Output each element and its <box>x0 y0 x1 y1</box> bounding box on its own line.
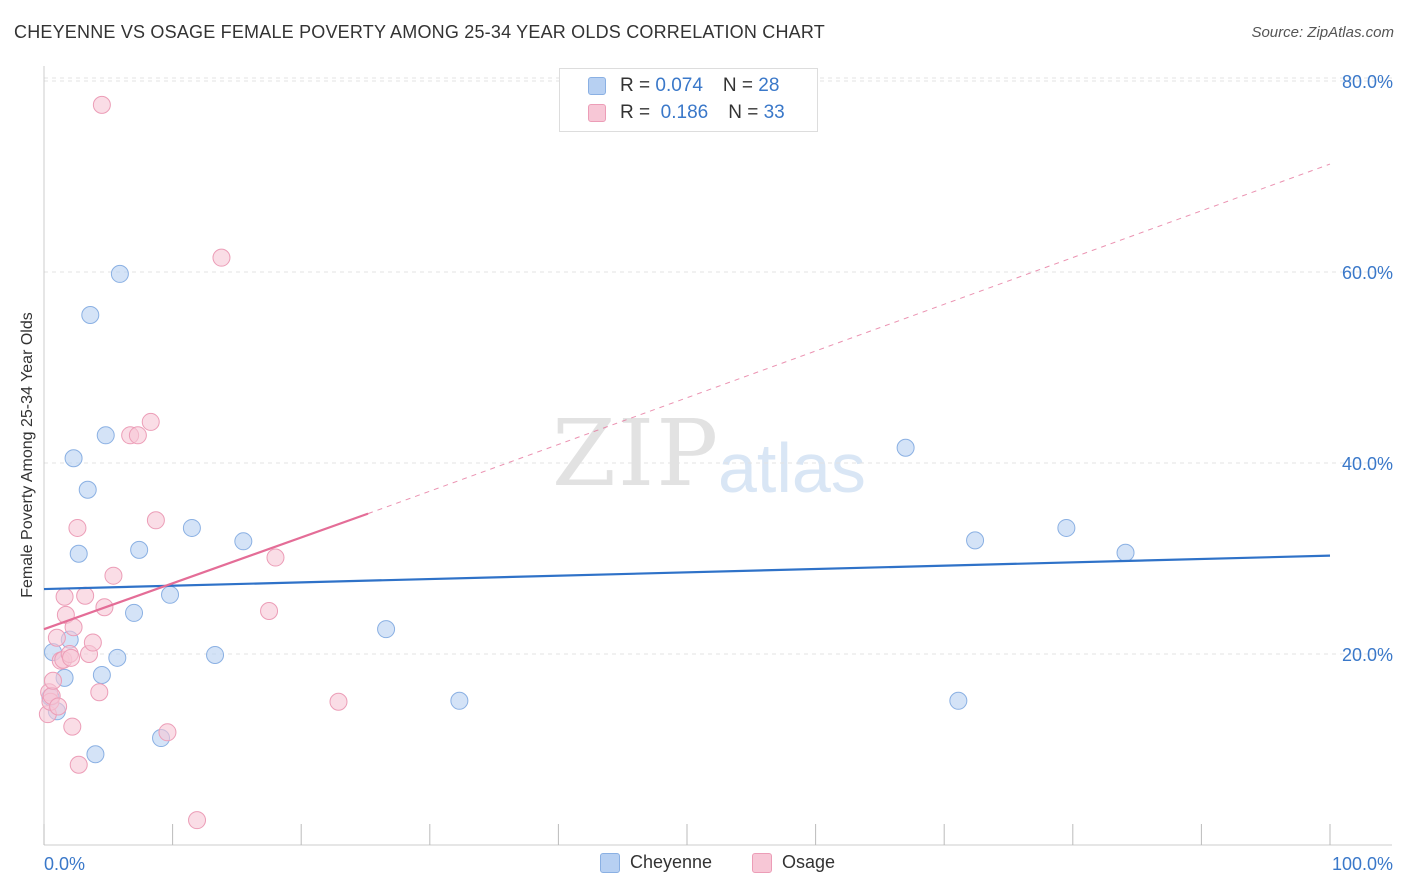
osage-point <box>49 697 68 716</box>
osage-point <box>47 628 66 647</box>
legend-n-value: 33 <box>763 102 785 123</box>
cheyenne-point <box>206 645 225 664</box>
osage-trend-line <box>43 512 369 631</box>
cheyenne-point <box>966 531 985 550</box>
osage-point <box>329 692 348 711</box>
cheyenne-point <box>896 438 915 457</box>
osage-point <box>90 683 109 702</box>
cheyenne-point <box>81 305 100 324</box>
legend-r-label: R = <box>620 102 656 123</box>
correlation-legend: R = 0.074 N = 28 R = 0.186 N = 33 <box>559 68 818 132</box>
cheyenne-point <box>1116 543 1135 562</box>
osage-legend-label: Osage <box>782 852 836 872</box>
legend-row-cheyenne: R = 0.074 N = 28 <box>588 74 779 98</box>
osage-point <box>146 511 165 530</box>
legend-n-label: N = <box>722 75 759 96</box>
cheyenne-point <box>64 449 83 468</box>
osage-point <box>63 717 82 736</box>
cheyenne-legend-swatch <box>600 852 620 873</box>
source-credit: Source: ZipAtlas.com <box>1251 24 1394 41</box>
osage-point <box>44 671 63 690</box>
cheyenne-point <box>108 648 127 667</box>
legend-n-value: 28 <box>758 75 780 96</box>
osage-point <box>128 426 147 445</box>
cheyenne-point <box>96 426 115 445</box>
legend-r-value: 0.186 <box>655 102 709 123</box>
osage-point <box>83 633 102 652</box>
osage-point <box>266 548 285 567</box>
cheyenne-point <box>78 480 97 499</box>
x-tick-label: 100.0% <box>1332 854 1393 874</box>
cheyenne-trend-line <box>43 554 1331 591</box>
cheyenne-point <box>1057 518 1076 537</box>
cheyenne-point <box>161 585 180 604</box>
cheyenne-point <box>125 603 144 622</box>
osage-point <box>212 248 231 267</box>
cheyenne-point <box>110 264 129 283</box>
y-tick-label: 20.0% <box>1342 645 1393 665</box>
y-tick-label: 40.0% <box>1342 454 1393 474</box>
legend-r-value: 0.074 <box>655 75 703 96</box>
cheyenne-point <box>69 544 88 563</box>
cheyenne-swatch <box>588 77 606 95</box>
legend-row-osage: R = 0.186 N = 33 <box>588 101 785 125</box>
cheyenne-point <box>949 691 968 710</box>
watermark-zip: ZIP <box>552 400 721 507</box>
legend-r-label: R = <box>620 75 656 96</box>
osage-trend-extension <box>367 163 1331 515</box>
cheyenne-point <box>377 620 396 639</box>
cheyenne-point <box>92 666 111 685</box>
cheyenne-point <box>86 745 105 764</box>
y-tick-label: 60.0% <box>1342 263 1393 283</box>
osage-point <box>188 811 207 830</box>
osage-point <box>92 95 111 114</box>
osage-swatch <box>588 104 606 122</box>
cheyenne-point <box>130 540 149 559</box>
cheyenne-legend-label: Cheyenne <box>630 852 713 872</box>
osage-point <box>69 755 88 774</box>
cheyenne-point <box>450 691 469 710</box>
cheyenne-point <box>234 532 253 551</box>
cheyenne-point <box>182 518 201 537</box>
osage-point <box>76 586 95 605</box>
y-tick-label: 80.0% <box>1342 72 1393 92</box>
osage-point <box>68 518 87 537</box>
chart-title: CHEYENNE VS OSAGE FEMALE POVERTY AMONG 2… <box>14 22 825 42</box>
watermark-atlas: atlas <box>718 429 866 507</box>
bottom-legend-cheyenne: Cheyenne <box>600 852 712 873</box>
osage-point <box>55 587 74 606</box>
x-tick-label: 0.0% <box>44 854 85 874</box>
osage-point <box>104 566 123 585</box>
bottom-legend-osage: Osage <box>752 852 835 873</box>
osage-point <box>158 723 177 742</box>
legend-n-label: N = <box>728 102 764 123</box>
osage-point <box>260 602 279 621</box>
osage-legend-swatch <box>752 852 772 873</box>
osage-point <box>141 412 160 431</box>
osage-point <box>62 648 81 667</box>
